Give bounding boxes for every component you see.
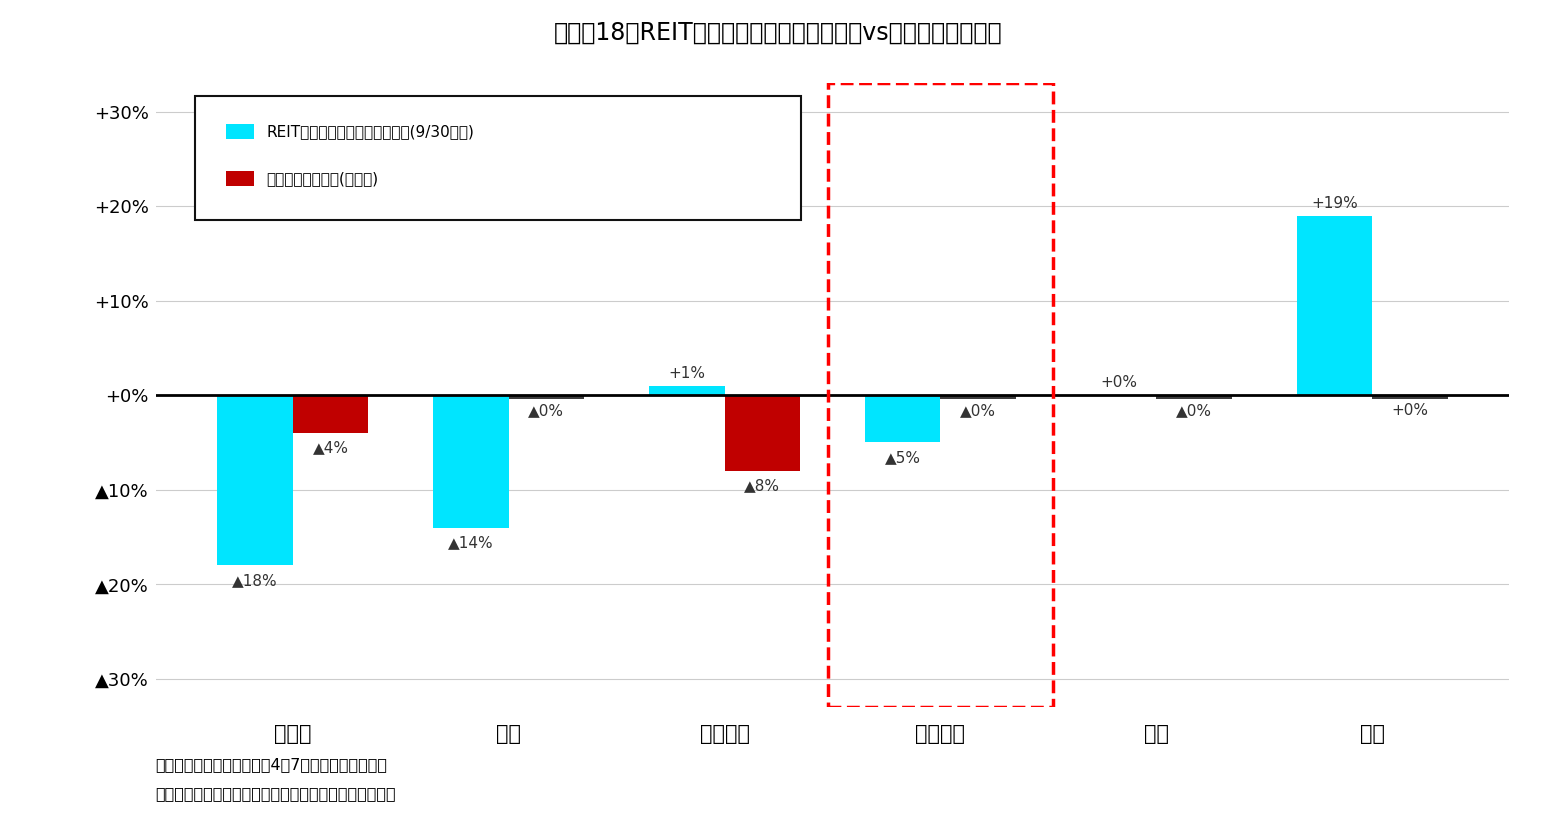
Text: ▲0%: ▲0% [960,403,996,418]
Text: （出所）開示データをもとにニッセイ基礎研究所が作成: （出所）開示データをもとにニッセイ基礎研究所が作成 [156,786,397,801]
Bar [649,386,725,395]
Text: ▲14%: ▲14% [448,535,493,550]
Bar [940,395,1016,399]
Text: ▲0%: ▲0% [1176,403,1212,418]
Text: ▲5%: ▲5% [885,450,921,465]
Text: +0%: +0% [1391,403,1428,418]
Text: 図表－18　REIT市場が示唆する価格騰落率vs実際の価格騰落率: 図表－18 REIT市場が示唆する価格騰落率vs実際の価格騰落率 [554,21,1002,45]
Bar [509,395,584,399]
Bar [1156,395,1232,399]
Text: ▲8%: ▲8% [744,478,780,493]
Text: ▲0%: ▲0% [529,403,565,418]
Bar [433,395,509,527]
Bar [1372,395,1447,399]
Text: 実際の価格騰落率(前期比): 実際の価格騰落率(前期比) [266,171,378,186]
Bar [1296,215,1372,395]
Bar [865,395,940,443]
Text: +1%: +1% [668,366,705,381]
Bar [725,395,800,471]
Bar [218,395,293,566]
Text: （注）実際の価格騰落率：4－7月決算期開示を集計: （注）実際の価格騰落率：4－7月決算期開示を集計 [156,757,387,772]
Text: +0%: +0% [1100,375,1137,390]
Text: ▲4%: ▲4% [313,441,349,456]
Bar [828,83,1053,707]
Text: REIT価格が示唆する価格騰落率(9/30時点): REIT価格が示唆する価格騰落率(9/30時点) [266,124,475,139]
Text: +19%: +19% [1312,196,1358,210]
Text: ▲18%: ▲18% [232,573,277,588]
Bar [293,395,369,433]
